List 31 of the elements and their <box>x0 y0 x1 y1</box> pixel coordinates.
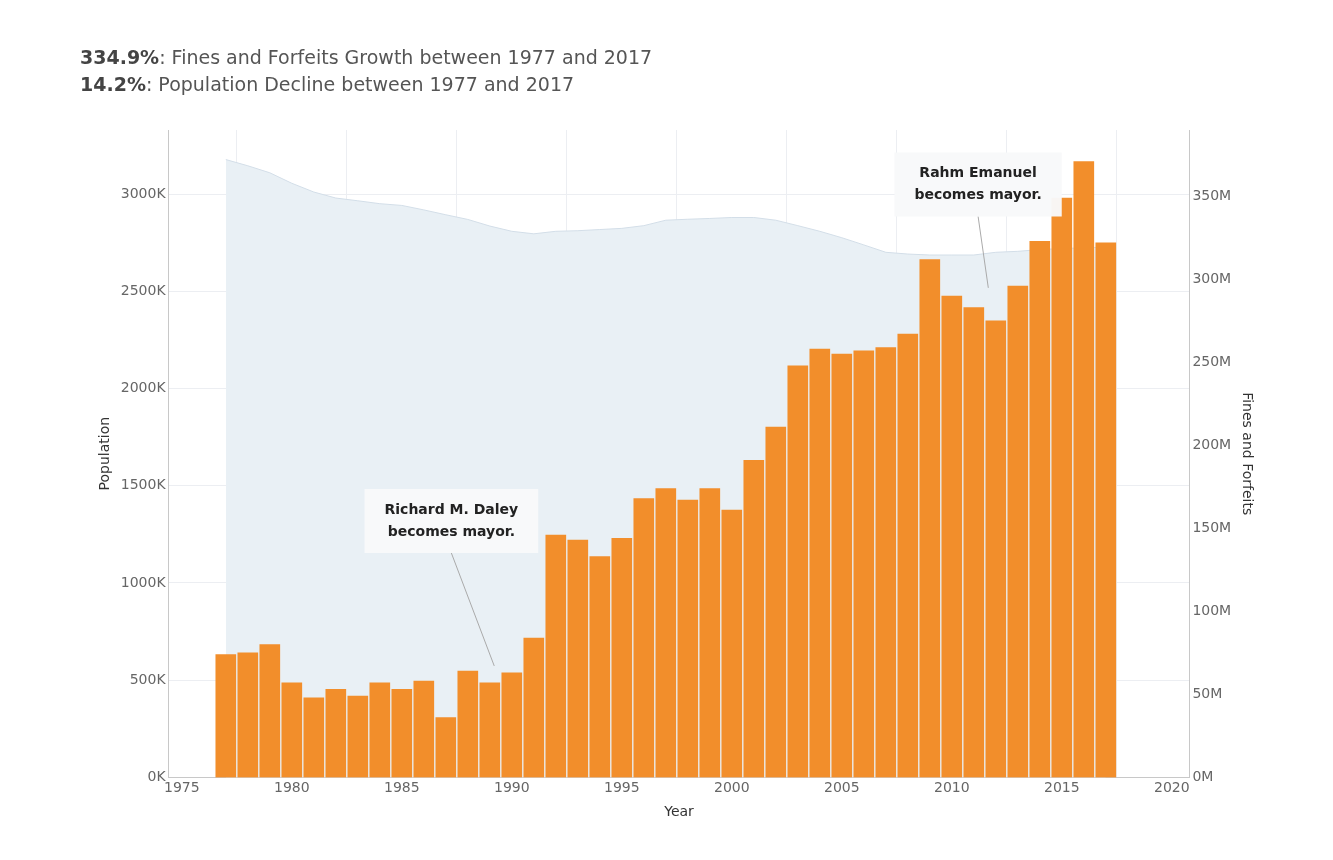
y2-axis-title: Fines and Forfeits <box>1239 392 1256 516</box>
y-tick-label: 1000K <box>120 573 167 590</box>
x-tick-label: 2020 <box>1153 779 1190 796</box>
chart-title: 334.9%: Fines and Forfeits Growth between 1977 and 2017 <box>80 46 653 68</box>
x-tick-label: 2005 <box>823 779 860 796</box>
annotation: Richard M. Daley becomes mayor. <box>384 500 519 539</box>
y2-tick-label: 150M <box>1192 519 1232 536</box>
y-tick-label: 500K <box>129 670 167 687</box>
y2-tick-label: 250M <box>1192 353 1232 370</box>
y-tick-label: 2500K <box>120 282 167 298</box>
y2-tick-label: 350M <box>1192 187 1232 204</box>
x-tick-label: 2000 <box>713 779 750 796</box>
y-tick-label: 0K <box>147 768 167 785</box>
y-tick-label: 3000K <box>120 184 167 201</box>
chart-subtitle: 14.2%: Population Decline between 1977 and 2017 <box>80 73 575 95</box>
x-tick-label: 1995 <box>603 779 640 796</box>
x-tick-label: 1985 <box>383 779 420 796</box>
y2-tick-label: 50M <box>1192 685 1223 702</box>
x-axis-title: Year <box>663 803 695 820</box>
x-tick-label: 1980 <box>273 779 310 796</box>
y-tick-label: 2000K <box>120 379 167 396</box>
y-tick-label: 1500K <box>120 476 167 493</box>
y2-tick-label: 300M <box>1192 270 1232 287</box>
x-tick-label: 1990 <box>493 779 530 796</box>
y2-tick-label: 0M <box>1192 768 1214 785</box>
y2-tick-label: 100M <box>1192 602 1232 619</box>
x-tick-label: 2010 <box>933 779 970 796</box>
annotation: Rahm Emanuel becomes mayor. <box>914 164 1042 203</box>
x-tick-label: 2015 <box>1043 779 1080 796</box>
y2-tick-label: 200M <box>1192 436 1232 453</box>
y-axis-title: Population <box>96 416 113 491</box>
